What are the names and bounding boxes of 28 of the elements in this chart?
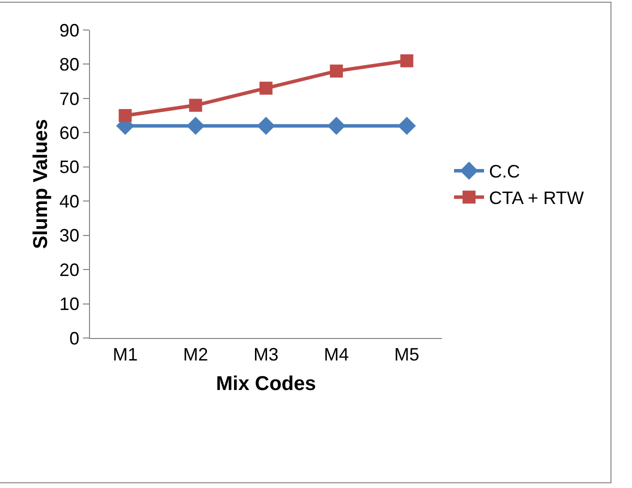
y-tick-label: 50 [59,157,80,178]
y-tick-label: 10 [59,294,80,314]
x-tick-label: M2 [183,344,208,365]
y-tick-label: 20 [59,260,80,280]
x-axis-title: Mix Codes [216,373,316,396]
point [400,54,414,68]
y-tick-label: 70 [59,88,80,109]
x-tick-label: M3 [253,344,279,365]
legend-label: CTA + RTW [489,188,584,208]
y-tick-label: 90 [59,20,80,40]
point [398,116,416,135]
x-tick-label: M1 [112,344,138,365]
y-tick-label: 30 [59,226,80,246]
x-tick-label: M5 [394,344,420,365]
point [260,82,272,95]
legend-label: C.C [489,162,520,182]
y-tick-label: 60 [59,122,80,143]
y-tick-label: 80 [59,54,80,75]
y-axis-title: Slump Values [30,118,52,250]
y-tick-label: 0 [69,328,80,348]
point [330,64,343,78]
point [256,116,276,135]
point [189,98,202,112]
point [327,116,346,135]
point [118,109,132,122]
point [186,116,205,135]
y-tick-label: 40 [59,191,80,212]
x-tick-label: M4 [324,344,349,365]
